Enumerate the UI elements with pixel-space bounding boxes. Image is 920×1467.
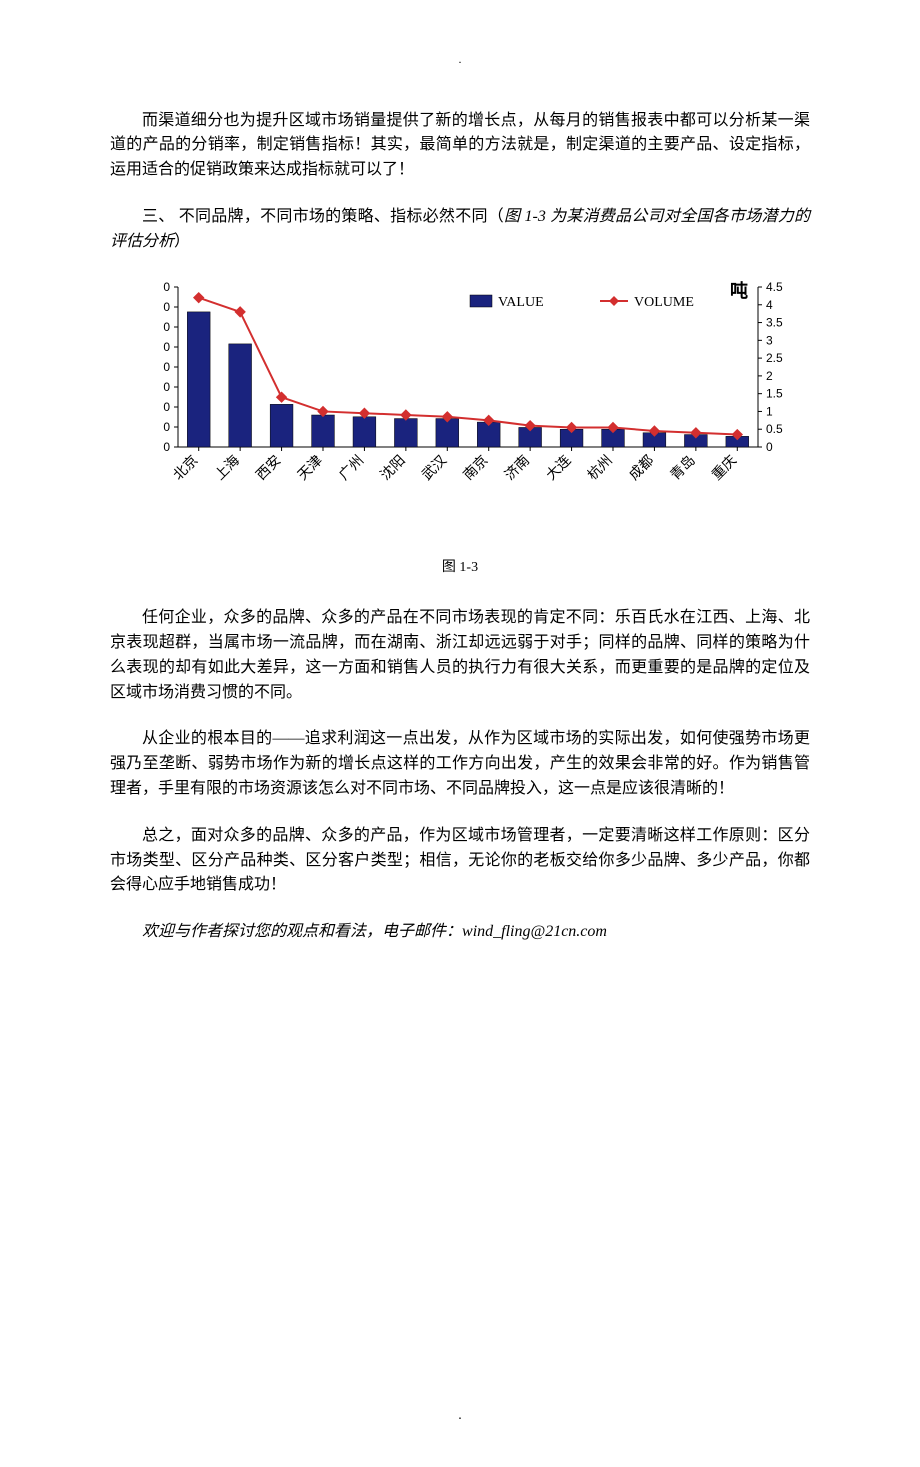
chart-bar — [187, 311, 210, 446]
x-category-label: 大连 — [543, 452, 574, 483]
x-category-label: 重庆 — [709, 452, 740, 483]
chart-figure: 0 0 0 0 0 0 0 0 0 0 0.5 1 1.5 2 2.5 3 3.5 4 4.5 北京上海西安天津广州沈… — [140, 277, 810, 537]
header-dot: . — [110, 50, 810, 69]
para2-tail: ） — [174, 233, 190, 250]
chart-bar — [436, 418, 459, 446]
x-category-label: 上海 — [212, 452, 243, 483]
chart-marker — [194, 292, 204, 302]
legend-volume-label: VOLUME — [634, 295, 694, 310]
chart-bar — [312, 415, 335, 447]
figure-caption: 图 1-3 — [110, 557, 810, 579]
y-right-tick: 4 — [766, 297, 773, 311]
legend-bar-swatch — [470, 295, 492, 307]
y-right-tick: 2.5 — [766, 351, 783, 365]
chart-bar — [353, 416, 376, 446]
x-category-label: 济南 — [502, 452, 533, 483]
chart-marker — [235, 306, 245, 316]
y-left-tick: 0 — [163, 300, 170, 314]
chart-marker — [277, 392, 287, 402]
x-category-label: 成都 — [626, 452, 657, 483]
y-right-tick: 0 — [766, 440, 773, 454]
x-category-label: 沈阳 — [378, 452, 409, 483]
y-left-tick: 0 — [163, 380, 170, 394]
x-category-label: 杭州 — [585, 452, 616, 483]
footer-dot: . — [110, 1405, 810, 1427]
paragraph-6: 欢迎与作者探讨您的观点和看法，电子邮件：wind_fling@21cn.com — [110, 920, 810, 945]
y-right-unit: 吨 — [730, 280, 748, 301]
y-right-tick: 3 — [766, 333, 773, 347]
chart-svg: 0 0 0 0 0 0 0 0 0 0 0.5 1 1.5 2 2.5 3 3.5 4 4.5 北京上海西安天津广州沈… — [140, 277, 800, 537]
x-category-label: 青岛 — [668, 452, 699, 483]
x-category-label: 西安 — [253, 452, 284, 483]
y-left-tick: 0 — [163, 360, 170, 374]
x-category-label: 天津 — [295, 452, 326, 483]
paragraph-3: 任何企业，众多的品牌、众多的产品在不同市场表现的肯定不同：乐百氏水在江西、上海、… — [110, 606, 810, 705]
chart-bar — [270, 404, 293, 447]
x-category-label: 广州 — [336, 452, 367, 483]
chart-bar — [229, 343, 252, 446]
x-category-label: 北京 — [170, 452, 201, 483]
x-category-label: 武汉 — [419, 452, 450, 483]
para6-lead: 欢迎与作者探讨您的观点和看法，电子邮件： — [142, 923, 462, 940]
y-left-tick: 0 — [163, 420, 170, 434]
y-left-tick: 0 — [163, 400, 170, 414]
y-left-tick: 0 — [163, 320, 170, 334]
paragraph-2: 三、 不同品牌，不同市场的策略、指标必然不同（图 1-3 为某消费品公司对全国各… — [110, 205, 810, 255]
paragraph-1: 而渠道细分也为提升区域市场销量提供了新的增长点，从每月的销售报表中都可以分析某一… — [110, 109, 810, 183]
legend-value-label: VALUE — [498, 295, 544, 310]
x-category-label: 南京 — [460, 452, 491, 483]
paragraph-5: 总之，面对众多的品牌、众多的产品，作为区域市场管理者，一定要清晰这样工作原则：区… — [110, 824, 810, 898]
chart-legend: VALUE VOLUME — [470, 295, 694, 310]
legend-marker — [609, 296, 619, 306]
y-right-tick: 4.5 — [766, 280, 783, 294]
y-left-tick: 0 — [163, 440, 170, 454]
chart-bar — [394, 418, 417, 446]
y-left-tick: 0 — [163, 340, 170, 354]
para2-lead: 三、 不同品牌，不同市场的策略、指标必然不同（ — [142, 208, 504, 225]
author-email: wind_fling@21cn.com — [462, 923, 607, 940]
document-page: . 而渠道细分也为提升区域市场销量提供了新的增长点，从每月的销售报表中都可以分析… — [0, 0, 920, 1467]
y-right-tick: 1.5 — [766, 386, 783, 400]
y-left-tick: 0 — [163, 280, 170, 294]
paragraph-4: 从企业的根本目的——追求利润这一点出发，从作为区域市场的实际出发，如何使强势市场… — [110, 727, 810, 801]
y-right-tick: 1 — [766, 404, 773, 418]
y-right-tick: 2 — [766, 368, 773, 382]
y-right-tick: 0.5 — [766, 422, 783, 436]
y-right-tick: 3.5 — [766, 315, 783, 329]
